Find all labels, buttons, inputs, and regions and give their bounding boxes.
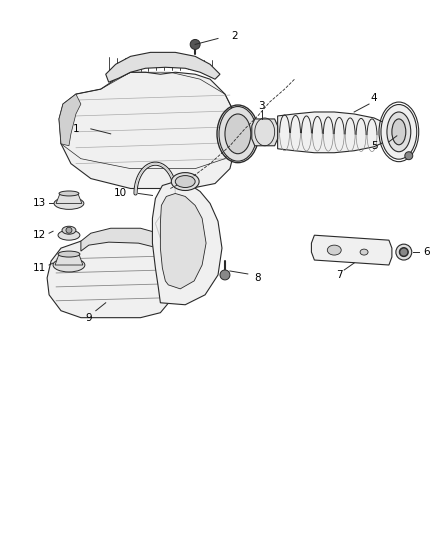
Polygon shape [81,228,168,255]
Ellipse shape [399,248,408,256]
Ellipse shape [171,173,199,190]
Circle shape [220,270,230,280]
Polygon shape [252,119,278,146]
Ellipse shape [360,249,368,255]
Text: 13: 13 [32,198,46,208]
Ellipse shape [62,226,76,234]
Polygon shape [59,94,81,146]
Ellipse shape [396,244,412,260]
Polygon shape [160,193,206,289]
Circle shape [405,152,413,160]
Ellipse shape [387,112,411,152]
Ellipse shape [53,258,85,272]
Polygon shape [47,241,172,318]
Polygon shape [152,182,222,305]
Text: 11: 11 [32,263,46,273]
Text: 7: 7 [336,270,343,280]
Polygon shape [59,72,235,189]
Text: 5: 5 [371,141,377,151]
Text: 9: 9 [85,313,92,322]
Circle shape [400,248,408,256]
Ellipse shape [327,245,341,255]
Text: 12: 12 [32,230,46,240]
Ellipse shape [58,251,80,257]
Ellipse shape [54,197,84,209]
Circle shape [66,227,72,233]
Text: 3: 3 [258,101,265,111]
Text: 8: 8 [254,273,261,283]
Ellipse shape [175,175,195,188]
Circle shape [190,39,200,50]
Ellipse shape [381,104,417,159]
Ellipse shape [225,114,251,154]
Text: 4: 4 [371,93,377,103]
Text: 2: 2 [232,31,238,42]
Ellipse shape [219,107,257,161]
Polygon shape [311,235,392,265]
Polygon shape [278,112,387,153]
Text: 6: 6 [424,247,430,257]
Ellipse shape [58,230,80,240]
Text: 10: 10 [114,189,127,198]
Polygon shape [56,193,82,204]
Ellipse shape [59,191,79,196]
Text: 1: 1 [73,124,79,134]
Polygon shape [106,52,220,82]
Ellipse shape [392,119,406,145]
Polygon shape [55,254,83,265]
